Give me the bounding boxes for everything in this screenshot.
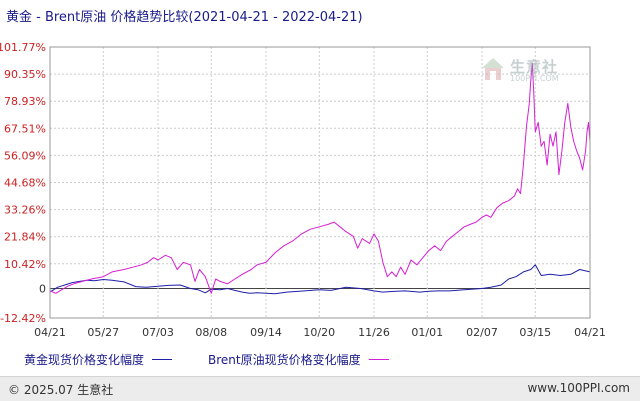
watermark-url: 100PPI.COM	[510, 74, 559, 83]
x-tick-label: 04/21	[574, 326, 606, 339]
x-tick-label: 10/20	[303, 326, 335, 339]
x-tick-label: 03/15	[519, 326, 551, 339]
chart-title: 黄金 - Brent原油 价格趋势比较(2021-04-21 - 2022-04…	[6, 10, 363, 25]
series-lines	[49, 62, 591, 295]
x-tick-label: 09/14	[250, 326, 282, 339]
y-tick-label: 44.68%	[4, 176, 46, 189]
house-logo-icon	[482, 58, 504, 80]
y-tick-label: 21.84%	[4, 231, 46, 244]
legend-label-gold: 黄金现货价格变化幅度	[24, 352, 145, 367]
y-tick-label: 90.35%	[4, 68, 46, 81]
watermark-name: 生意社	[510, 58, 559, 76]
y-axis-labels: 101.77% 90.35% 78.93% 67.51% 56.09% 44.68% 33.…	[0, 41, 46, 325]
y-tick-label: 0	[39, 283, 46, 296]
footer-copyright: © 2025.07 生意社	[8, 383, 114, 397]
legend-line-gold	[152, 358, 173, 360]
x-tick-label: 07/03	[142, 326, 174, 339]
plot-frame	[49, 46, 591, 319]
x-tick-label: 02/07	[466, 326, 498, 339]
y-tick-label: 56.09%	[4, 149, 46, 162]
x-tick-label: 04/21	[34, 326, 66, 339]
series-line-gold	[49, 264, 591, 295]
x-tick-label: 08/08	[195, 326, 227, 339]
y-tick-label: 33.26%	[4, 204, 46, 217]
x-axis-labels: 04/21 05/27 07/03 08/08 09/14 10/20 11/26 01/01…	[34, 326, 606, 339]
x-tick-label: 01/01	[411, 326, 443, 339]
y-tick-label: 67.51%	[4, 122, 46, 135]
y-tick-label: 10.42%	[4, 258, 46, 271]
y-tick-label: 78.93%	[4, 95, 46, 108]
series-line-brent	[49, 62, 591, 294]
x-tick-label: 05/27	[87, 326, 119, 339]
y-tick-label: -12.42%	[0, 312, 46, 325]
legend-line-brent	[368, 358, 389, 360]
legend-label-brent: Brent原油现货价格变化幅度	[208, 352, 361, 367]
legend-item-brent: Brent原油现货价格变化幅度	[208, 351, 389, 367]
x-tick-label: 11/26	[358, 326, 390, 339]
footer-website-link[interactable]: www.100PPI.com	[527, 381, 630, 395]
legend-item-gold: 黄金现货价格变化幅度	[24, 351, 173, 367]
footer-bar: © 2025.07 生意社 www.100PPI.com	[0, 376, 640, 401]
watermark-logo: 生意社 100PPI.COM	[480, 56, 580, 88]
y-tick-label: 101.77%	[0, 41, 46, 54]
